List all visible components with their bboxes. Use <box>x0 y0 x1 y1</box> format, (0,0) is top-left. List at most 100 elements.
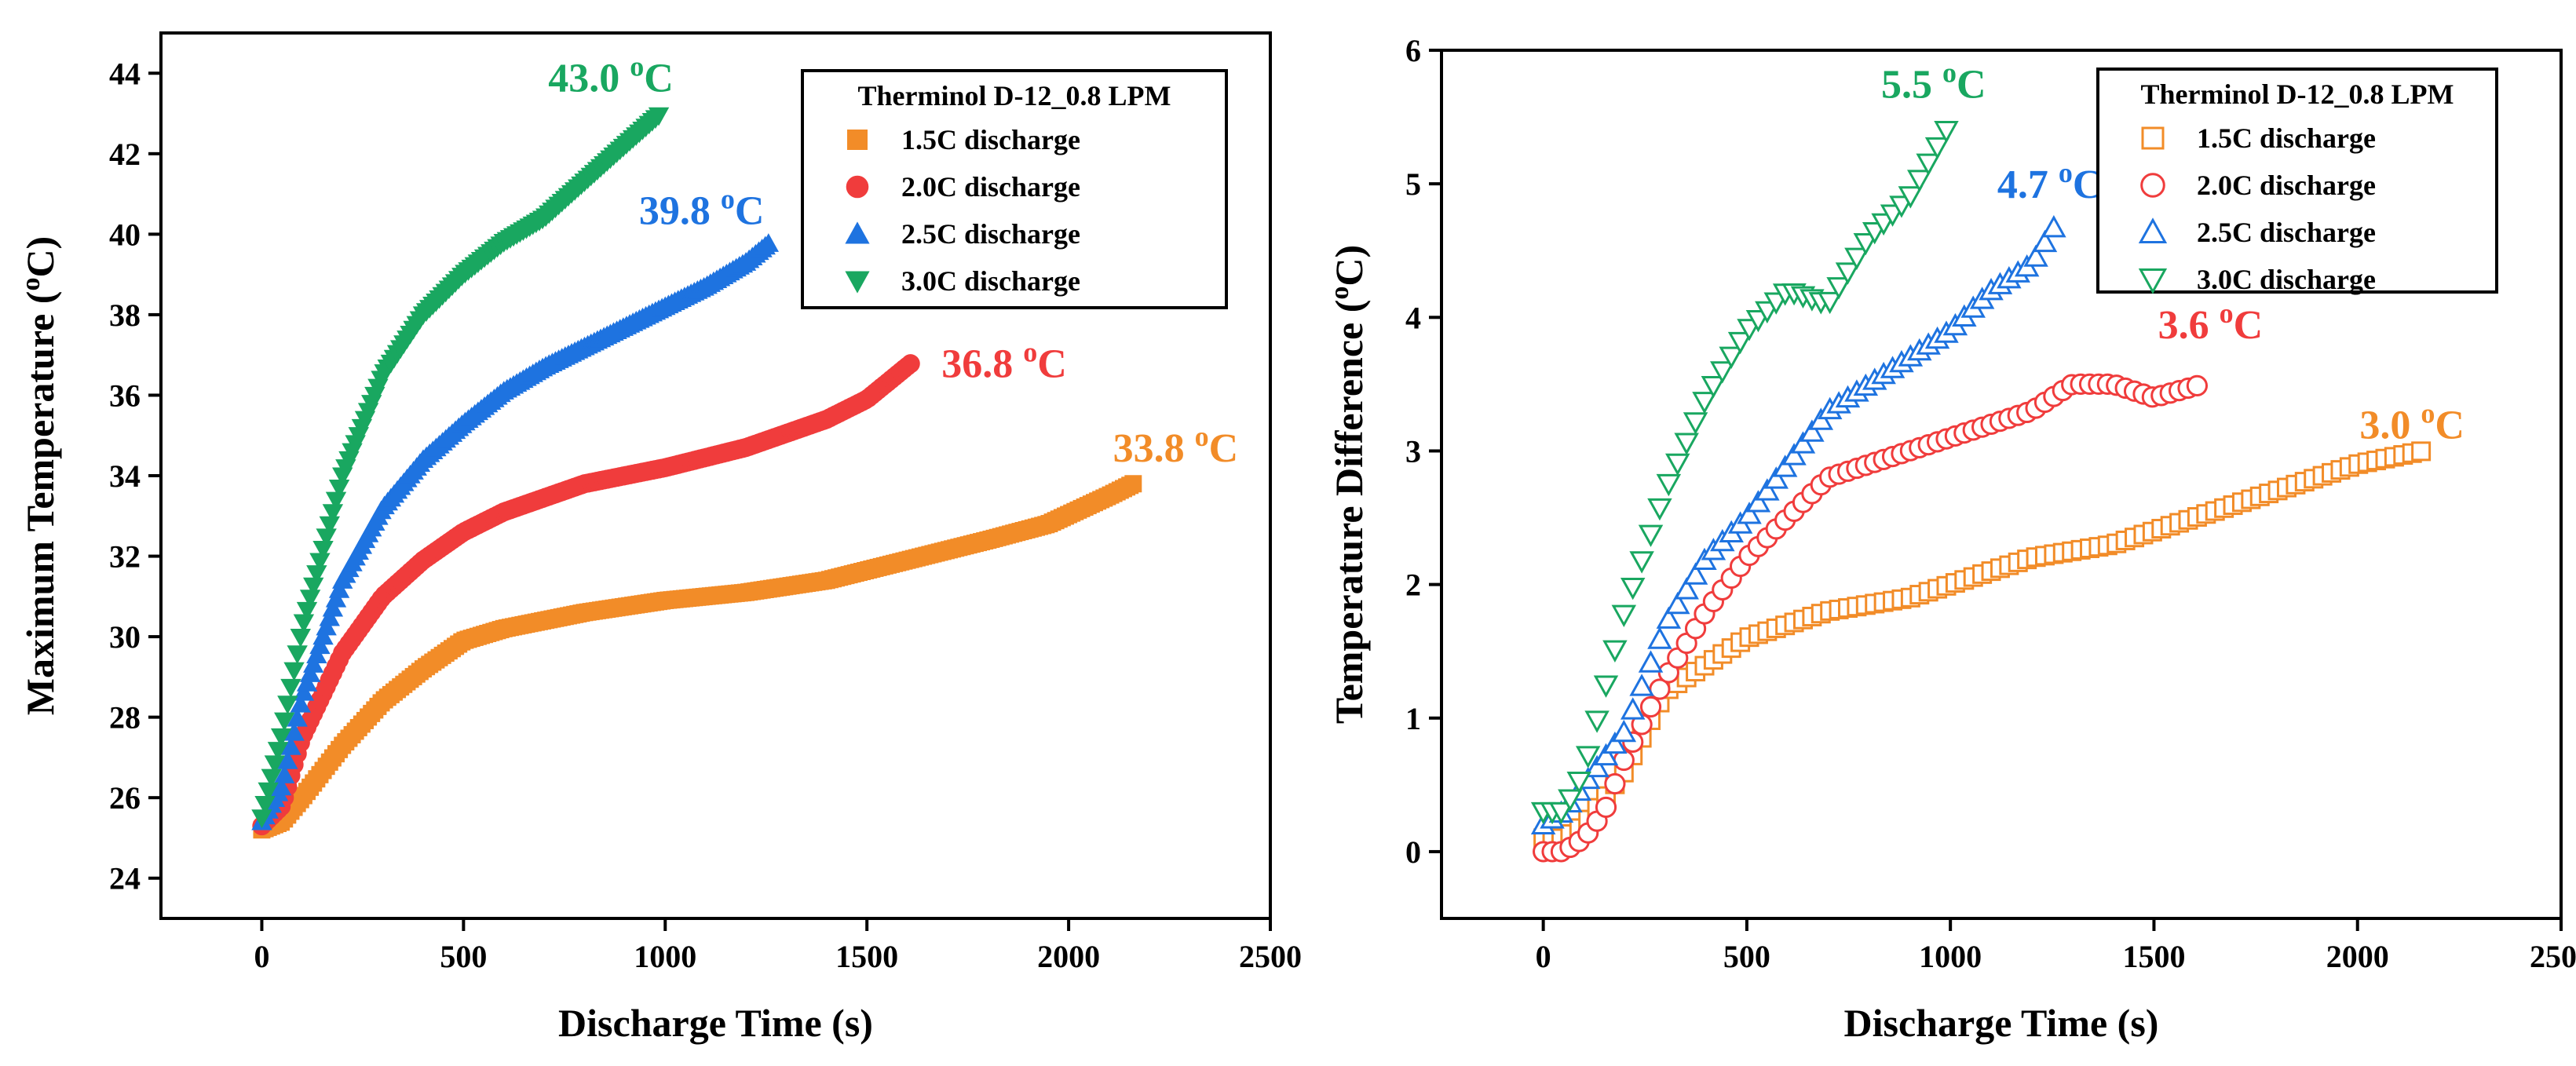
data-point <box>280 678 301 698</box>
legend-title: Therminol D-12_0.8 LPM <box>858 80 1171 111</box>
data-point <box>309 635 331 655</box>
legend-title: Therminol D-12_0.8 LPM <box>2141 78 2454 110</box>
data-point <box>1808 407 1834 430</box>
temperature-difference-panel: 0 500 1000 1500 2000 2500 0 1 2 3 4 5 6 Discharge Tim… <box>1325 33 2576 1045</box>
data-point <box>328 480 350 498</box>
x-tick-label: 500 <box>440 939 487 974</box>
y-tick-label: 38 <box>109 298 141 333</box>
y-tick-label: 30 <box>109 619 141 655</box>
data-point <box>293 614 315 633</box>
data-point <box>1611 719 1637 743</box>
data-point <box>303 654 324 673</box>
data-point <box>1835 262 1861 285</box>
data-point <box>1665 591 1690 615</box>
series-end-annotation: 36.8 oC <box>941 336 1067 386</box>
data-point <box>1629 551 1654 574</box>
data-point <box>1934 121 1959 144</box>
data-point <box>1755 478 1780 501</box>
data-point <box>1593 675 1619 698</box>
data-point <box>274 712 295 732</box>
legend-marker <box>2138 268 2168 294</box>
data-point <box>2041 215 2066 238</box>
series-3-0c-discharge <box>1530 121 1959 825</box>
data-point <box>1575 746 1601 768</box>
data-point <box>316 528 337 548</box>
y-axis-title: Temperature Difference (oC) <box>1325 245 1371 724</box>
data-point <box>274 765 295 783</box>
y-tick-label: 24 <box>109 861 141 896</box>
data-point <box>322 504 344 523</box>
legend-box <box>2096 68 2498 294</box>
x-tick-label: 1000 <box>634 939 696 974</box>
data-point <box>1656 473 1682 497</box>
legend-marker <box>845 271 870 294</box>
series-2-0c-discharge <box>1533 373 2209 863</box>
data-point <box>1639 695 1662 718</box>
data-point <box>1638 524 1664 547</box>
data-point <box>1665 453 1690 476</box>
data-point <box>280 736 301 755</box>
data-point <box>1853 232 1879 256</box>
data-point <box>1656 606 1682 629</box>
data-point <box>648 107 670 126</box>
data-point <box>758 233 780 252</box>
data-point <box>1727 331 1753 355</box>
data-point <box>299 663 321 682</box>
y-tick-label: 28 <box>109 700 141 736</box>
x-tick-label: 0 <box>254 939 269 974</box>
data-point <box>1620 577 1646 601</box>
data-point <box>264 755 286 775</box>
data-point <box>1898 186 1924 209</box>
y-tick-label: 40 <box>109 217 141 252</box>
data-point <box>306 565 327 584</box>
data-point <box>1907 170 1932 192</box>
data-point <box>1620 697 1646 720</box>
x-axis-title: Discharge Time (s) <box>1844 1001 2159 1045</box>
legend-marker <box>846 175 869 199</box>
x-tick-label: 2000 <box>1037 939 1100 974</box>
data-point <box>1647 626 1672 649</box>
data-point <box>277 750 298 769</box>
legend-box <box>801 69 1228 309</box>
x-tick-label: 2500 <box>2530 939 2576 974</box>
data-point <box>251 809 272 829</box>
data-point <box>1800 419 1825 442</box>
data-point <box>1124 475 1142 493</box>
data-point <box>1826 277 1851 300</box>
data-point <box>283 721 305 741</box>
data-point <box>1602 640 1628 663</box>
data-point <box>1604 772 1626 795</box>
data-point <box>319 607 340 626</box>
data-point <box>2032 229 2058 253</box>
data-point <box>1745 490 1771 513</box>
data-point <box>319 516 340 535</box>
data-point <box>1629 674 1654 696</box>
legend-label: 2.5C discharge <box>901 218 1080 250</box>
y-tick-label: 34 <box>109 458 141 494</box>
data-point <box>261 768 282 788</box>
y-tick-label: 32 <box>109 539 141 575</box>
data-point <box>1772 455 1798 477</box>
y-tick-label: 0 <box>1405 834 1421 870</box>
data-point <box>293 681 315 701</box>
series-end-annotation: 3.0 oC <box>2359 397 2465 447</box>
series-3-0c-discharge <box>251 107 670 829</box>
legend-marker <box>2140 173 2165 198</box>
legend-label: 1.5C discharge <box>901 124 1080 155</box>
series-1-5c-discharge <box>253 475 1142 839</box>
x-tick-label: 1500 <box>835 939 898 974</box>
data-point <box>1844 247 1869 271</box>
data-point <box>1611 604 1637 628</box>
data-point <box>1737 502 1762 524</box>
data-point <box>1558 789 1583 812</box>
y-tick-label: 44 <box>109 56 141 91</box>
series-end-annotation: 5.5 oC <box>1881 57 1986 108</box>
data-point <box>1924 137 1950 160</box>
series-2-5c-discharge <box>1530 215 2066 834</box>
data-point <box>1683 412 1708 435</box>
series-end-annotation: 3.6 oC <box>2158 298 2264 348</box>
data-point <box>258 782 279 801</box>
data-point <box>1781 443 1807 465</box>
y-tick-label: 26 <box>109 780 141 816</box>
